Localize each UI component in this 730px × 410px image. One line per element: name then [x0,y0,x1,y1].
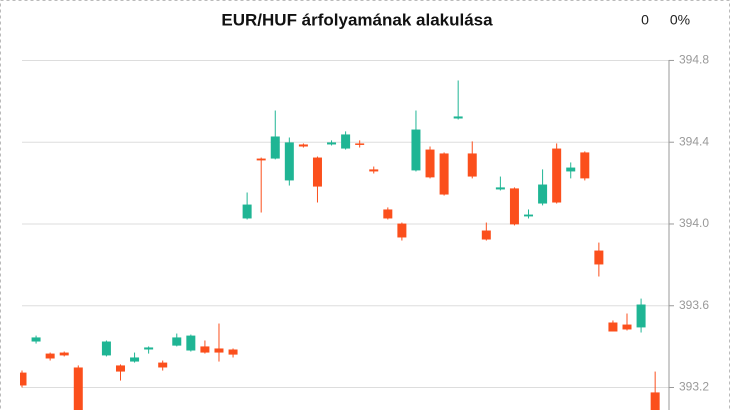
candle-body [144,347,154,350]
candle-body [115,365,125,372]
candle-body [327,142,337,145]
candle-body [594,250,604,265]
candle-body [467,153,477,177]
candle-body [298,144,308,147]
candle-body [453,116,463,119]
y-tick-label: 393.6 [679,298,709,312]
candle-body [425,149,435,178]
candle-body [214,348,224,353]
candle-body [341,134,351,149]
candle-body [538,184,548,204]
y-tick-label: 393.2 [679,380,709,394]
candle-body [73,367,83,410]
candle-body [20,372,27,386]
candle-body [636,304,646,328]
candle-body [383,209,393,219]
candle-body [552,148,562,203]
candle-body [622,324,632,330]
candle-body [284,142,294,181]
candle-body [172,337,182,346]
candle-body [31,337,41,342]
y-tick-label: 394.4 [679,134,709,148]
candle-body [566,167,576,172]
y-tick-label: 394.8 [679,53,709,67]
candle-body [59,352,69,356]
candle-body [158,362,168,368]
candle-body [495,187,505,190]
chart-title: EUR/HUF árfolyamának alakulása [221,10,493,29]
candle-body [130,357,140,362]
candle-body [355,143,365,145]
candle-body [45,353,55,359]
candle-body [580,152,590,179]
candle-body [608,322,618,332]
candle-body [101,341,111,356]
candle-body [509,188,519,225]
change-value: 0 [641,12,649,28]
candle-body [270,136,280,159]
candle-body [228,349,238,355]
candle-body [481,230,491,240]
candle-body [242,204,252,219]
candle-body [524,214,534,217]
candle-body [200,346,210,353]
candle-body [369,169,379,172]
candle-body [397,223,407,238]
candle-body [411,129,421,171]
y-tick-label: 394.0 [679,216,709,230]
candle-body [256,158,266,161]
candle-body [439,153,449,195]
candle-body [312,157,322,187]
change-percent: 0% [670,12,690,28]
candle-body [186,335,196,351]
candle-body [650,392,660,410]
